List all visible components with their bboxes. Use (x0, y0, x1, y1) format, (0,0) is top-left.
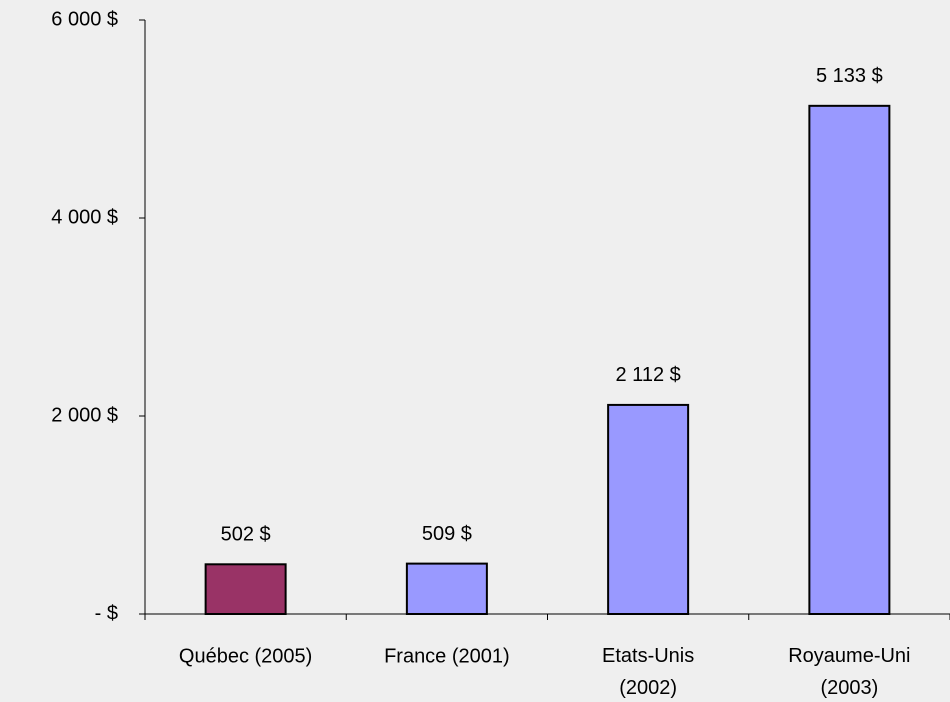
y-tick-label: 2 000 $ (51, 404, 118, 426)
y-tick-label: 4 000 $ (51, 206, 118, 228)
value-label: 502 $ (221, 524, 271, 546)
y-tick-label: - $ (95, 602, 118, 624)
bar (204, 563, 287, 615)
bar (607, 403, 690, 615)
x-tick-label: France (2001) (384, 645, 510, 667)
value-label: 509 $ (422, 523, 472, 545)
bar (808, 104, 891, 615)
x-tick-label: Royaume-Uni (2003) (788, 645, 910, 699)
value-label: 5 133 $ (816, 65, 883, 87)
x-tick-label: Québec (2005) (179, 645, 312, 667)
y-tick-label: 6 000 $ (51, 8, 118, 30)
value-label: 2 112 $ (616, 364, 681, 386)
x-tick-label: Etats-Unis (2002) (602, 645, 694, 699)
bar (405, 562, 488, 616)
